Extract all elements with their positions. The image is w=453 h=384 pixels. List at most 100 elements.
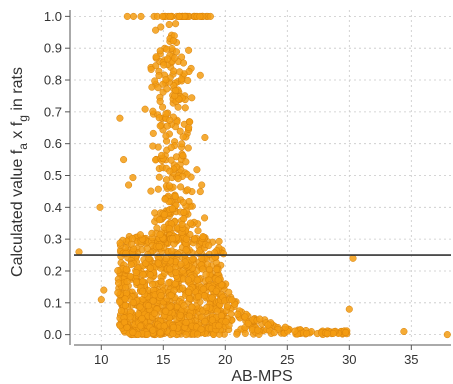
data-point <box>225 288 233 296</box>
y-axis-label-main: Calculated value f <box>9 149 26 277</box>
data-point <box>157 23 165 31</box>
data-point <box>196 12 204 20</box>
data-point <box>121 301 129 310</box>
y-tick-label: 0.5 <box>44 168 62 183</box>
data-point <box>199 285 207 293</box>
data-point <box>158 12 167 20</box>
data-point <box>185 288 193 296</box>
data-point <box>176 127 184 135</box>
data-point <box>149 142 157 150</box>
data-point <box>147 65 155 73</box>
data-point <box>179 151 187 159</box>
data-point <box>342 328 350 337</box>
data-point <box>193 276 201 284</box>
data-point <box>186 219 195 227</box>
data-point <box>132 268 140 277</box>
data-point <box>122 265 130 273</box>
x-tick-label: 30 <box>342 352 356 367</box>
data-point <box>205 241 213 249</box>
data-point <box>148 229 156 237</box>
data-point <box>162 110 170 118</box>
data-point <box>180 302 188 310</box>
data-point <box>184 276 192 284</box>
data-point <box>137 12 145 20</box>
data-point <box>215 322 223 330</box>
data-point <box>158 151 166 159</box>
data-point <box>184 186 192 194</box>
data-point <box>176 311 185 319</box>
data-point <box>136 303 144 311</box>
data-point <box>129 328 137 336</box>
x-tick-label: 15 <box>156 352 170 367</box>
data-point <box>149 326 157 334</box>
data-point <box>168 205 176 213</box>
y-tick-label: 0.7 <box>44 104 62 119</box>
data-point <box>201 133 209 142</box>
data-point <box>178 220 186 228</box>
data-point <box>222 318 230 326</box>
data-point <box>152 26 160 34</box>
data-point <box>170 67 178 75</box>
data-point <box>177 183 185 191</box>
axes <box>69 10 451 346</box>
data-point <box>400 327 408 336</box>
data-point <box>188 94 196 102</box>
data-point <box>213 265 221 273</box>
data-point <box>233 330 241 338</box>
data-point <box>179 59 188 67</box>
data-point <box>139 270 147 278</box>
data-point <box>100 286 108 294</box>
data-point <box>156 231 164 239</box>
y-tick-label: 0.9 <box>44 41 62 56</box>
data-point <box>182 158 190 166</box>
data-point <box>143 330 151 338</box>
data-point <box>206 12 214 20</box>
data-point <box>162 132 170 140</box>
data-point <box>149 129 157 137</box>
data-point <box>152 53 160 61</box>
data-point <box>139 287 147 295</box>
data-point <box>174 175 182 183</box>
data-point <box>164 55 172 63</box>
data-point <box>150 309 158 317</box>
data-point <box>136 231 144 239</box>
data-point <box>154 84 162 92</box>
data-point <box>114 289 122 297</box>
data-point <box>155 216 164 224</box>
data-point <box>165 279 173 287</box>
data-point <box>126 272 134 280</box>
data-point <box>154 259 162 267</box>
data-point <box>156 97 164 105</box>
data-point <box>208 316 216 324</box>
data-point <box>121 295 129 303</box>
data-point <box>349 254 357 262</box>
data-point <box>162 307 170 315</box>
data-point <box>254 326 262 334</box>
data-point <box>241 313 249 321</box>
data-point <box>196 71 204 79</box>
data-point <box>185 312 193 320</box>
data-point <box>167 156 175 164</box>
data-point <box>198 254 206 262</box>
data-point <box>190 235 199 243</box>
data-point <box>171 54 179 62</box>
data-point <box>165 20 173 29</box>
y-tick-label: 0.1 <box>44 295 62 310</box>
data-point <box>189 255 197 263</box>
data-point <box>198 181 206 189</box>
data-point <box>163 122 171 130</box>
y-ticks: 0.0 0.1 0.2 0.3 0.4 0.5 0.6 0.7 0.8 0.9 1.0 <box>44 9 70 342</box>
data-point <box>129 12 138 20</box>
data-point <box>138 314 146 323</box>
data-point <box>180 208 188 216</box>
data-point <box>146 271 154 279</box>
data-point <box>123 12 131 20</box>
data-point <box>163 45 171 53</box>
data-point <box>185 295 194 303</box>
data-point <box>177 260 185 268</box>
data-point <box>270 329 278 337</box>
data-point <box>162 255 170 263</box>
data-point <box>155 71 163 80</box>
data-point <box>185 46 193 54</box>
data-point <box>179 133 187 141</box>
